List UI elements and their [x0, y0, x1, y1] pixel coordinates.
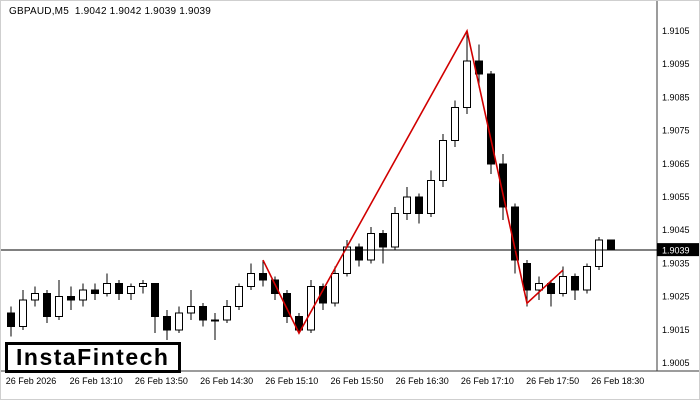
time-tick-label: 26 Feb 16:30 [396, 376, 449, 386]
candle [91, 283, 99, 300]
candle [103, 273, 111, 297]
candle [139, 280, 147, 294]
candle [547, 280, 555, 307]
candle [163, 309, 171, 340]
candle [199, 303, 207, 327]
candle [403, 187, 411, 221]
time-tick-label: 26 Feb 17:10 [461, 376, 514, 386]
price-tick-label: 1.9005 [662, 358, 690, 368]
candle [319, 283, 327, 310]
candle [571, 273, 579, 300]
candle [535, 276, 543, 300]
time-tick-label: 26 Feb 15:10 [265, 376, 318, 386]
price-tick-label: 1.9015 [662, 325, 690, 335]
price-tick-label: 1.9045 [662, 225, 690, 235]
candle [295, 313, 303, 334]
candle [79, 283, 87, 307]
candle [115, 280, 123, 300]
candle [223, 299, 231, 324]
current-price-tag [657, 243, 699, 257]
candle [559, 266, 567, 297]
candle [7, 306, 15, 337]
candle [175, 306, 183, 334]
candle [463, 31, 471, 114]
candle [379, 230, 387, 264]
candle [499, 153, 507, 221]
candle [19, 289, 27, 330]
symbol-quote-line: GBPAUD,M5 1.9042 1.9042 1.9039 1.9039 [9, 6, 211, 17]
time-tick-label: 26 Feb 15:50 [330, 376, 383, 386]
candle [271, 276, 279, 300]
candle [439, 133, 447, 188]
instafintech-logo-text: InstaFintech [16, 344, 170, 370]
time-tick-label: 26 Feb 17:50 [526, 376, 579, 386]
candle [55, 280, 63, 320]
price-tick-label: 1.9025 [662, 292, 690, 302]
candle [451, 100, 459, 148]
price-tick-label: 1.9105 [662, 26, 690, 36]
candle [487, 70, 495, 174]
candle [283, 289, 291, 324]
candle [523, 260, 531, 307]
time-tick-label: 26 Feb 14:30 [200, 376, 253, 386]
current-price-tag-label: 1.9039 [662, 246, 690, 256]
time-tick-label: 26 Feb 13:10 [70, 376, 123, 386]
zigzag-indicator-line [262, 28, 564, 335]
candle [235, 283, 243, 310]
candle [43, 289, 51, 324]
candle [307, 280, 315, 334]
time-tick-label: 26 Feb 2026 [6, 376, 57, 386]
candle [583, 263, 591, 294]
candle [427, 170, 435, 217]
candle [247, 263, 255, 290]
candle [31, 286, 39, 307]
candle [607, 239, 615, 251]
price-tick-label: 1.9095 [662, 59, 690, 69]
candle [331, 266, 339, 307]
price-tick-label: 1.9055 [662, 192, 690, 202]
candle [391, 206, 399, 251]
candle [151, 282, 159, 334]
candle [187, 289, 195, 320]
candle [475, 44, 483, 88]
instafintech-logo: InstaFintech [5, 342, 182, 373]
price-tick-label: 1.9035 [662, 258, 690, 268]
time-tick-label: 26 Feb 13:50 [135, 376, 188, 386]
time-tick-label: 26 Feb 18:30 [591, 376, 644, 386]
candle [367, 226, 375, 264]
candle [211, 313, 219, 340]
candle [595, 236, 603, 271]
candle [67, 286, 75, 310]
price-tick-label: 1.9075 [662, 126, 690, 136]
candle [415, 193, 423, 224]
price-tick-label: 1.9065 [662, 159, 690, 169]
candle [259, 260, 267, 287]
price-tick-label: 1.9085 [662, 92, 690, 102]
candle [355, 243, 363, 267]
candle [127, 283, 135, 300]
